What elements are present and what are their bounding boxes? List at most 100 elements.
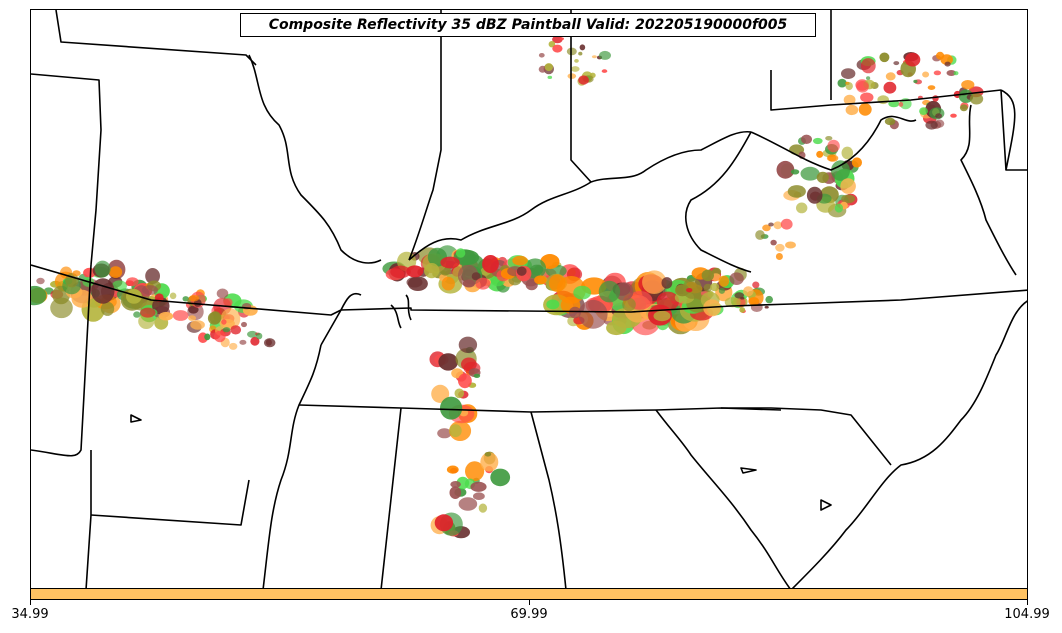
paintball-blob bbox=[478, 503, 488, 513]
paintball-blob bbox=[858, 103, 872, 116]
paintball-blob bbox=[50, 297, 73, 319]
border-tx-ar bbox=[85, 450, 92, 588]
paintball-blob bbox=[126, 277, 139, 287]
coastline bbox=[791, 300, 1027, 588]
paintball-blob bbox=[440, 396, 463, 420]
paintball-blob bbox=[512, 255, 528, 266]
paintball-blob bbox=[190, 320, 205, 330]
paintball-blob bbox=[606, 320, 627, 336]
paintball-blob bbox=[111, 280, 127, 292]
paintball-blob bbox=[431, 384, 450, 403]
paintball-blob bbox=[109, 266, 123, 278]
paintball-blob bbox=[969, 93, 984, 105]
paintball-blob bbox=[851, 157, 863, 168]
chart-title: Composite Reflectivity 35 dBZ Paintball … bbox=[240, 13, 816, 37]
border-in-oh bbox=[570, 10, 592, 183]
paintball-blob bbox=[888, 100, 900, 108]
border-ks-mo bbox=[31, 73, 102, 266]
paintball-blob bbox=[598, 280, 621, 303]
paintball-blob bbox=[230, 325, 242, 335]
paintball-blob bbox=[250, 336, 260, 346]
paintball-blob bbox=[787, 185, 806, 198]
paintball-blob bbox=[158, 311, 174, 321]
paintball-blob bbox=[922, 71, 930, 78]
border-mo-ar bbox=[31, 264, 342, 316]
colorbar-tick-label-middle: 69.99 bbox=[510, 607, 548, 622]
paintball-blob bbox=[449, 486, 462, 500]
paintball-blob bbox=[450, 481, 461, 488]
paintball-blob bbox=[241, 321, 247, 328]
paintball-blob bbox=[221, 319, 227, 325]
paintball-blob bbox=[718, 275, 730, 287]
paintball-blob bbox=[482, 255, 499, 273]
paintball-blob bbox=[904, 52, 921, 67]
paintball-blob bbox=[490, 468, 511, 487]
paintball-blob bbox=[406, 276, 423, 288]
paintball-blob bbox=[843, 94, 856, 106]
paintball-blob bbox=[642, 270, 667, 295]
colorbar bbox=[30, 588, 1028, 600]
kentucky-lake bbox=[390, 294, 412, 329]
paintball-blob bbox=[390, 265, 411, 279]
paintball-blob bbox=[458, 336, 478, 353]
paintball-blob bbox=[578, 51, 583, 56]
paintball-blob bbox=[816, 150, 824, 158]
border-sc-nc bbox=[721, 407, 892, 466]
paintball-blob bbox=[913, 79, 918, 84]
paintball-blob bbox=[601, 69, 608, 73]
paintball-blob bbox=[473, 373, 481, 378]
paintball-blob bbox=[653, 310, 671, 322]
paintball-blob bbox=[919, 107, 928, 115]
lake-island-2 bbox=[820, 499, 832, 511]
paintball-blob bbox=[615, 282, 634, 301]
paintball-blob bbox=[169, 292, 177, 300]
paintball-blob bbox=[100, 301, 115, 316]
paintball-blob bbox=[229, 342, 238, 350]
paintball-blob bbox=[834, 203, 844, 213]
paintball-blob bbox=[885, 72, 896, 81]
paintball-blob bbox=[438, 353, 459, 371]
paintball-blob bbox=[826, 154, 837, 162]
paintball-blob bbox=[599, 50, 611, 60]
paintball-blob bbox=[223, 298, 233, 307]
paintball-blob bbox=[470, 481, 487, 492]
paintball-blob bbox=[883, 81, 897, 94]
paintball-blob bbox=[214, 330, 226, 343]
colorbar-tick-label-right: 104.99 bbox=[1004, 607, 1050, 622]
paintball-blob bbox=[800, 166, 820, 181]
paintball-blobs bbox=[31, 35, 984, 539]
paintball-blob bbox=[801, 134, 812, 144]
paintball-blob bbox=[188, 294, 200, 302]
border-va-md bbox=[770, 70, 1002, 111]
paintball-blob bbox=[480, 452, 499, 472]
paintball-blob bbox=[465, 461, 485, 482]
paintball-blob bbox=[188, 315, 197, 321]
paintball-blob bbox=[773, 221, 783, 230]
paintball-blob bbox=[437, 428, 452, 439]
map-panel bbox=[30, 9, 1028, 589]
paintball-blob bbox=[182, 296, 189, 302]
paintball-blob bbox=[879, 52, 890, 63]
paintball-blob bbox=[126, 289, 142, 304]
paintball-blob bbox=[686, 288, 693, 293]
paintball-blob bbox=[841, 194, 855, 204]
paintball-blob bbox=[204, 333, 211, 341]
paintball-blob bbox=[449, 424, 462, 438]
paintball-blob bbox=[935, 113, 942, 119]
paintball-blob bbox=[718, 287, 726, 294]
paintball-blob bbox=[925, 120, 938, 130]
paintball-blob bbox=[475, 277, 491, 290]
paintball-blob bbox=[661, 277, 673, 289]
paintball-blob bbox=[893, 61, 900, 66]
border-ms-al bbox=[380, 407, 402, 588]
paintball-blob bbox=[840, 178, 856, 194]
paintball-blob bbox=[538, 53, 545, 58]
paintball-blob bbox=[138, 313, 155, 329]
paintball-blob bbox=[458, 373, 472, 389]
border-ga-sc bbox=[655, 409, 791, 588]
paintball-blob bbox=[953, 71, 959, 76]
border-al-ga bbox=[530, 411, 567, 588]
paintball-blob bbox=[780, 218, 793, 230]
paintball-blob bbox=[806, 186, 823, 204]
paintball-blob bbox=[141, 285, 158, 295]
